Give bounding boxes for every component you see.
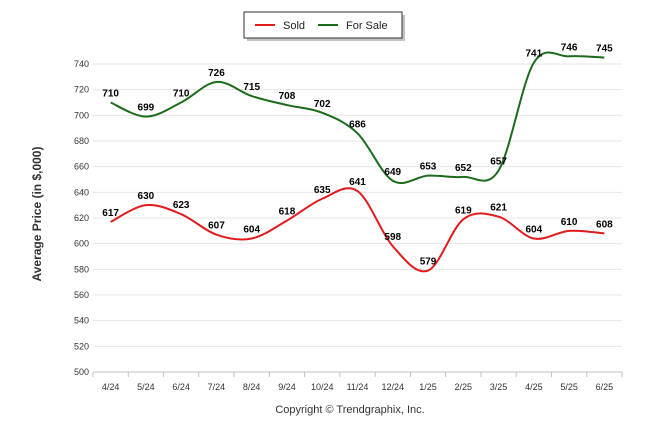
y-tick-label: 640 xyxy=(74,187,89,197)
data-label-sold: 604 xyxy=(243,225,260,236)
data-label-for-sale: 649 xyxy=(384,167,401,178)
data-label-for-sale: 708 xyxy=(279,91,296,102)
data-label-for-sale: 745 xyxy=(596,44,613,55)
y-tick-label: 560 xyxy=(74,290,89,300)
y-axis: 500 520 540 560 580 600 620 640 660 680 700 720 740 xyxy=(74,59,89,377)
x-tick-label: 6/25 xyxy=(596,382,614,392)
data-label-sold: 598 xyxy=(384,232,401,243)
y-tick-label: 500 xyxy=(74,367,89,377)
x-tick-label: 8/24 xyxy=(243,382,261,392)
data-label-sold: 579 xyxy=(420,257,437,268)
data-label-for-sale: 715 xyxy=(243,82,260,93)
x-tick-label: 11/24 xyxy=(347,382,369,392)
data-label-sold: 618 xyxy=(279,207,296,218)
y-tick-label: 740 xyxy=(74,59,89,69)
x-tick-label: 6/24 xyxy=(172,382,190,392)
x-tick-label: 5/24 xyxy=(137,382,155,392)
y-tick-label: 720 xyxy=(74,85,89,95)
data-label-for-sale: 653 xyxy=(420,162,437,173)
x-axis: 4/24 5/24 6/24 7/24 8/24 9/24 10/24 11/24 12/24 1… xyxy=(92,371,623,392)
data-label-sold: 635 xyxy=(314,185,331,196)
y-tick-label: 600 xyxy=(74,239,89,249)
data-label-for-sale: 726 xyxy=(208,68,225,79)
data-label-sold: 607 xyxy=(208,221,225,232)
legend-label-sold: Sold xyxy=(283,20,305,32)
data-label-sold: 617 xyxy=(102,208,119,219)
data-label-for-sale: 710 xyxy=(102,89,119,100)
data-label-for-sale: 686 xyxy=(349,119,366,130)
data-label-sold: 608 xyxy=(596,219,613,230)
data-label-for-sale: 741 xyxy=(525,49,542,60)
data-label-sold: 641 xyxy=(349,177,366,188)
y-tick-label: 580 xyxy=(74,264,89,274)
y-tick-label: 700 xyxy=(74,110,89,120)
x-tick-label: 7/24 xyxy=(208,382,226,392)
data-label-sold: 610 xyxy=(561,217,578,228)
y-axis-title: Average Price (in $,000) xyxy=(30,147,44,282)
x-tick-label: 4/24 xyxy=(102,382,120,392)
series-line-for-sale xyxy=(110,51,605,185)
data-label-sold: 621 xyxy=(490,203,507,214)
y-tick-label: 520 xyxy=(74,341,89,351)
y-tick-label: 680 xyxy=(74,136,89,146)
data-label-for-sale: 699 xyxy=(138,103,155,114)
x-tick-label: 12/24 xyxy=(382,382,405,392)
y-tick-label: 540 xyxy=(74,316,89,326)
y-tick-label: 660 xyxy=(74,162,89,172)
x-tick-label: 1/25 xyxy=(419,382,437,392)
grid xyxy=(93,63,622,373)
data-labels: 617 630 623 607 604 618 635 641 598 579 619 621 604 6… xyxy=(102,42,613,267)
data-label-for-sale: 746 xyxy=(561,42,578,53)
x-tick-label: 10/24 xyxy=(311,382,334,392)
x-tick-label: 3/25 xyxy=(490,382,508,392)
data-label-sold: 630 xyxy=(138,191,155,202)
x-tick-label: 4/25 xyxy=(525,382,543,392)
legend[interactable]: Sold For Sale xyxy=(243,11,405,41)
data-label-sold: 623 xyxy=(173,200,190,211)
series-lines xyxy=(110,51,605,273)
x-tick-label: 2/25 xyxy=(455,382,473,392)
x-tick-label: 5/25 xyxy=(560,382,578,392)
data-label-sold: 604 xyxy=(525,225,542,236)
data-label-for-sale: 702 xyxy=(314,99,331,110)
series-line-sold xyxy=(110,187,605,273)
copyright-credit: Copyright © Trendgraphix, Inc. xyxy=(275,404,424,416)
y-tick-label: 620 xyxy=(74,213,89,223)
data-label-sold: 619 xyxy=(455,205,472,216)
x-tick-label: 9/24 xyxy=(278,382,296,392)
legend-label-for-sale: For Sale xyxy=(346,20,388,32)
data-label-for-sale: 710 xyxy=(173,89,190,100)
data-label-for-sale: 657 xyxy=(490,157,507,168)
data-label-for-sale: 652 xyxy=(455,163,472,174)
